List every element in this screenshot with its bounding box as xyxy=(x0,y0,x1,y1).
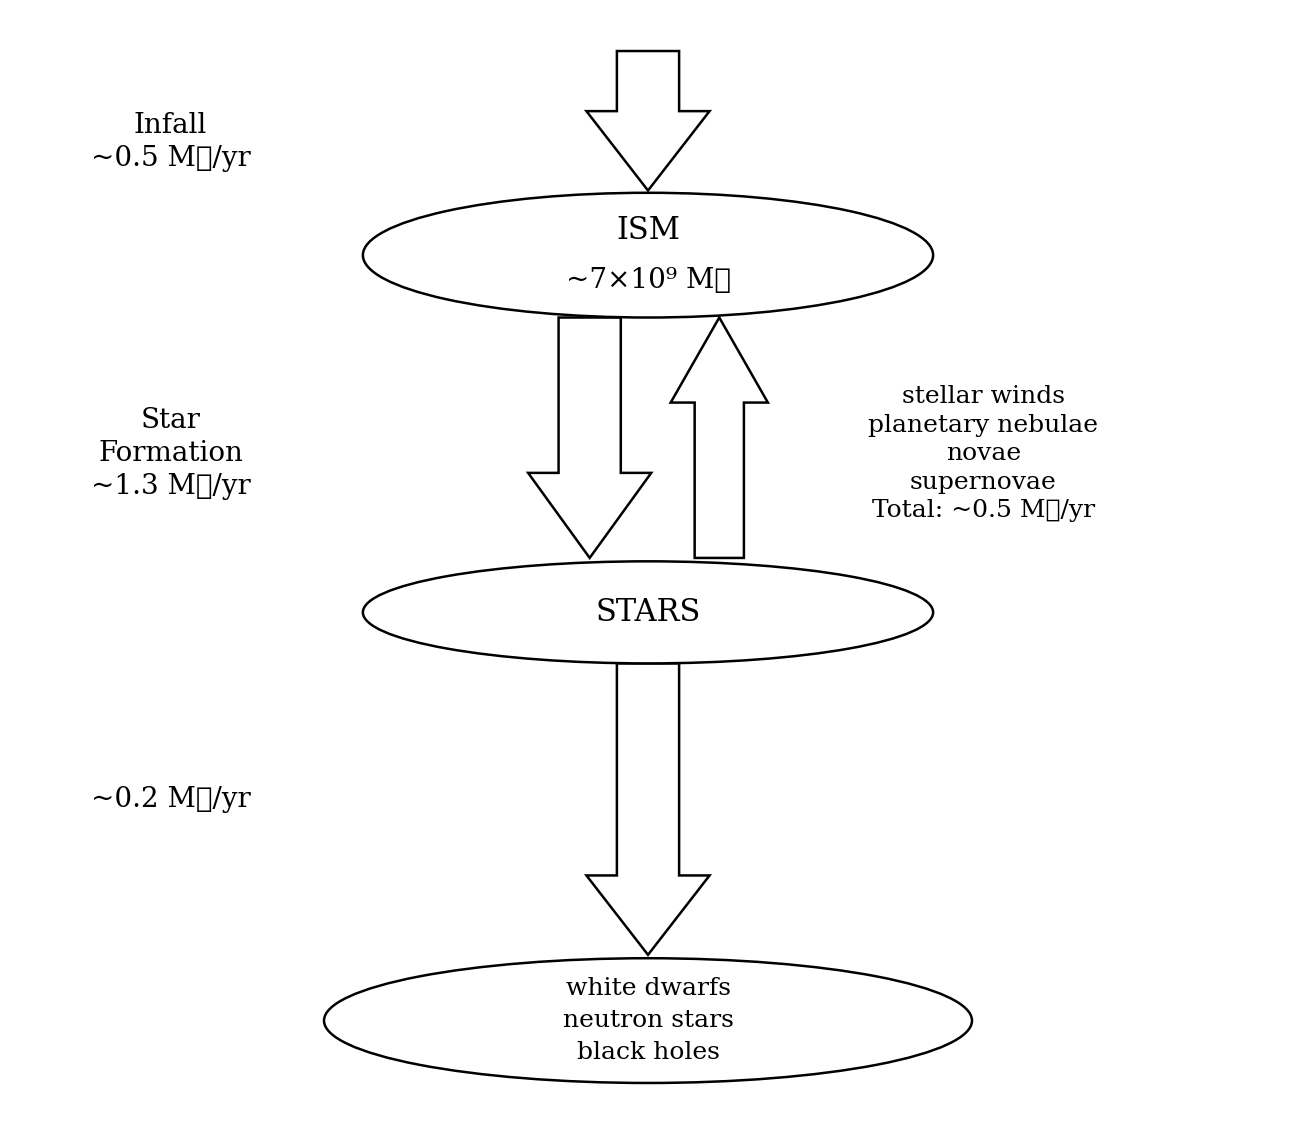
FancyArrow shape xyxy=(586,663,709,955)
Text: neutron stars: neutron stars xyxy=(562,1009,734,1032)
Text: white dwarfs: white dwarfs xyxy=(565,978,731,1000)
Text: ~0.2 M☉/yr: ~0.2 M☉/yr xyxy=(91,786,250,813)
Text: Star
Formation
~1.3 M☉/yr: Star Formation ~1.3 M☉/yr xyxy=(91,407,250,500)
Text: ISM: ISM xyxy=(616,214,680,246)
Text: STARS: STARS xyxy=(595,596,701,628)
Text: ~7×10⁹ M☉: ~7×10⁹ M☉ xyxy=(565,266,731,294)
Text: stellar winds
planetary nebulae
novae
supernovae
Total: ~0.5 M☉/yr: stellar winds planetary nebulae novae su… xyxy=(868,386,1098,522)
Ellipse shape xyxy=(363,561,933,663)
Text: Infall
~0.5 M☉/yr: Infall ~0.5 M☉/yr xyxy=(91,111,250,172)
Text: black holes: black holes xyxy=(577,1041,719,1064)
FancyArrow shape xyxy=(586,51,709,191)
FancyArrow shape xyxy=(529,318,652,558)
Ellipse shape xyxy=(324,958,972,1083)
FancyArrow shape xyxy=(671,318,767,558)
Ellipse shape xyxy=(363,193,933,318)
